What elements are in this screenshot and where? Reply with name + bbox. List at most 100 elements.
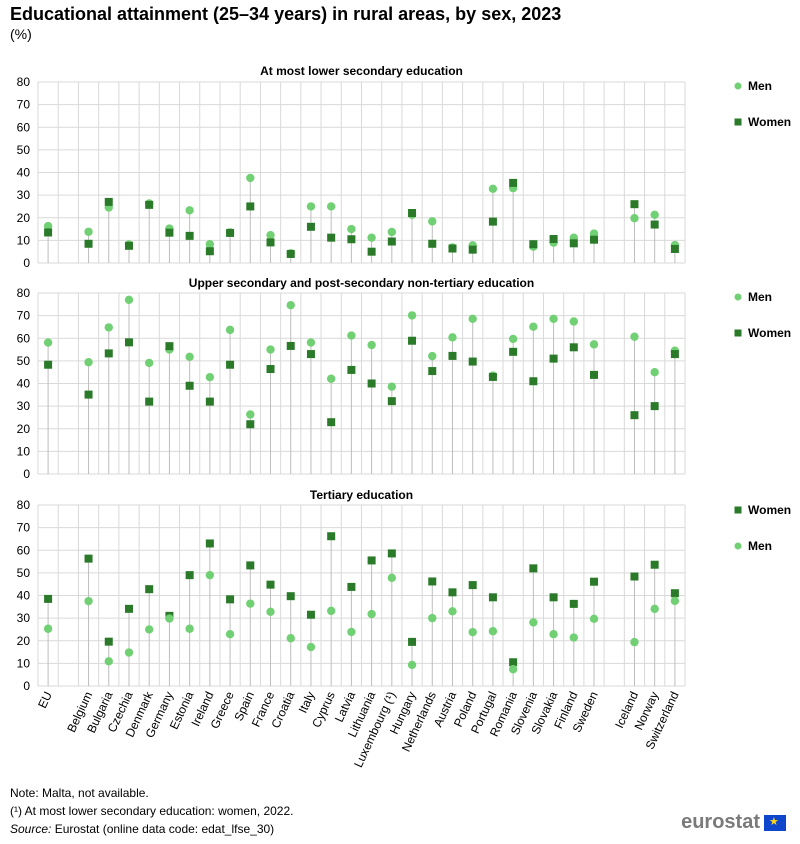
y-tick-label: 40 xyxy=(17,377,31,391)
y-tick-label: 60 xyxy=(17,331,31,345)
data-point-men xyxy=(367,609,376,619)
legend-label-men: Men xyxy=(748,539,772,553)
data-point-men xyxy=(407,311,417,320)
data-point-men xyxy=(124,648,134,657)
data-point-women xyxy=(650,402,659,411)
y-tick-label: 0 xyxy=(23,467,30,481)
data-point-women xyxy=(266,580,275,589)
data-point-women xyxy=(590,370,599,379)
data-point-men xyxy=(104,323,113,332)
data-point-women xyxy=(226,360,235,369)
data-point-men xyxy=(387,382,397,391)
data-point-women xyxy=(286,341,295,350)
data-point-women xyxy=(488,593,497,602)
data-point-women xyxy=(549,593,558,602)
data-point-men xyxy=(43,221,53,231)
source-note: Source: Eurostat (online data code: edat… xyxy=(10,822,274,836)
data-point-women xyxy=(185,571,194,580)
data-point-women xyxy=(266,365,275,374)
data-point-men xyxy=(205,372,215,382)
data-point-men xyxy=(266,607,275,616)
data-point-men xyxy=(43,338,53,347)
data-point-men xyxy=(246,410,255,419)
data-point-women xyxy=(590,235,599,244)
data-point-women xyxy=(670,244,679,253)
legend-label-women: Women xyxy=(748,503,791,517)
y-tick-label: 60 xyxy=(17,543,31,557)
data-point-women xyxy=(185,381,194,390)
data-point-women xyxy=(590,577,599,586)
data-point-men xyxy=(326,606,336,616)
data-point-men xyxy=(549,629,558,639)
data-point-women xyxy=(569,343,578,352)
data-point-men xyxy=(84,596,93,606)
data-point-women xyxy=(327,532,336,541)
data-point-men xyxy=(428,613,437,623)
data-point-women xyxy=(185,231,194,240)
data-point-women xyxy=(145,200,154,209)
legend-marker-men xyxy=(734,82,742,90)
data-point-women xyxy=(84,554,93,563)
data-point-men xyxy=(347,224,356,234)
panel-title: Tertiary education xyxy=(310,488,413,502)
data-point-men xyxy=(508,334,518,344)
data-point-men xyxy=(468,627,477,637)
data-point-women xyxy=(104,197,113,206)
data-point-women xyxy=(529,240,538,249)
y-tick-label: 50 xyxy=(17,143,31,157)
y-tick-label: 70 xyxy=(17,521,31,535)
data-point-men xyxy=(488,627,498,636)
data-point-women xyxy=(549,235,558,244)
y-tick-label: 80 xyxy=(17,498,31,512)
data-point-men xyxy=(367,233,376,242)
note-luxembourg: (¹) At most lower secondary education: w… xyxy=(10,804,294,818)
data-point-women xyxy=(428,367,437,376)
data-point-women xyxy=(104,349,113,358)
data-point-men xyxy=(630,332,639,341)
data-point-men xyxy=(165,614,174,623)
data-point-women xyxy=(509,658,518,667)
y-tick-label: 0 xyxy=(23,679,30,693)
y-tick-label: 70 xyxy=(17,309,31,323)
data-point-women xyxy=(529,377,538,386)
y-tick-label: 40 xyxy=(17,589,31,603)
data-point-women xyxy=(246,561,255,570)
source-label: Source: xyxy=(10,822,52,836)
y-tick-label: 80 xyxy=(17,75,31,89)
data-point-men xyxy=(387,573,397,583)
y-tick-label: 10 xyxy=(17,656,31,670)
data-point-women xyxy=(286,592,295,601)
data-point-men xyxy=(670,596,680,606)
data-point-men xyxy=(347,331,356,340)
data-point-men xyxy=(286,634,295,643)
data-point-men xyxy=(145,358,154,368)
data-point-women xyxy=(569,599,578,608)
data-point-men xyxy=(84,227,93,236)
data-point-women xyxy=(145,585,154,594)
data-point-women xyxy=(650,220,659,229)
y-tick-label: 10 xyxy=(17,233,31,247)
data-point-women xyxy=(448,588,457,597)
panel-title: Upper secondary and post-secondary non-t… xyxy=(189,276,534,290)
legend-marker-men xyxy=(734,293,742,301)
data-point-men xyxy=(650,210,659,220)
data-point-men xyxy=(326,374,336,383)
data-point-women xyxy=(205,397,214,406)
data-point-men xyxy=(306,202,316,211)
data-point-women xyxy=(387,549,396,558)
data-point-women xyxy=(408,637,417,646)
data-point-women xyxy=(347,365,356,374)
data-point-men xyxy=(246,173,255,183)
data-point-women xyxy=(488,372,497,381)
data-point-women xyxy=(569,239,578,248)
data-point-women xyxy=(428,577,437,586)
data-point-women xyxy=(44,360,53,369)
data-point-men xyxy=(225,629,235,639)
data-point-women xyxy=(468,581,477,590)
data-point-women xyxy=(327,233,336,242)
y-tick-label: 70 xyxy=(17,98,31,112)
data-point-men xyxy=(246,599,255,608)
y-tick-label: 30 xyxy=(17,611,31,625)
y-tick-label: 50 xyxy=(17,566,31,580)
